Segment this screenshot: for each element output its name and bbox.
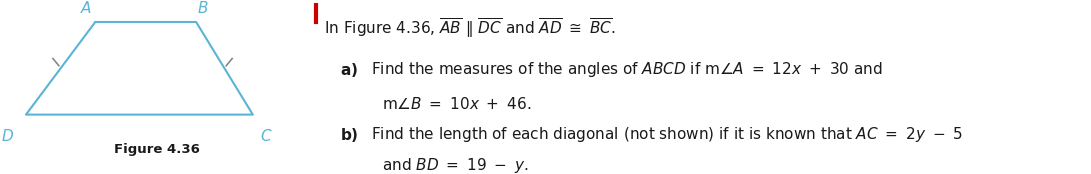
Text: Find the measures of the angles of $ABCD$ if m$\angle A\ =\ 12x\ +\ 30$ and: Find the measures of the angles of $ABCD… [371,60,883,79]
Text: and $BD\ =\ 19\ -\ y.$: and $BD\ =\ 19\ -\ y.$ [382,156,528,174]
Text: D: D [1,129,13,144]
Text: A: A [81,1,91,16]
Text: C: C [260,129,271,144]
Text: Figure 4.36: Figure 4.36 [115,143,201,156]
Text: $\mathbf{a)}$: $\mathbf{a)}$ [339,61,358,79]
Text: B: B [197,1,207,16]
Text: m$\angle B\ =\ 10x\ +\ 46.$: m$\angle B\ =\ 10x\ +\ 46.$ [382,96,531,112]
Text: In Figure 4.36, $\overline{AB}\ \|\ \overline{DC}$ and $\overline{AD}\ \cong\ \o: In Figure 4.36, $\overline{AB}\ \|\ \ove… [324,16,616,40]
Text: Find the length of each diagonal (not shown) if it is known that $AC\ =\ 2y\ -\ : Find the length of each diagonal (not sh… [371,125,963,144]
Text: $\mathbf{b)}$: $\mathbf{b)}$ [339,126,358,144]
